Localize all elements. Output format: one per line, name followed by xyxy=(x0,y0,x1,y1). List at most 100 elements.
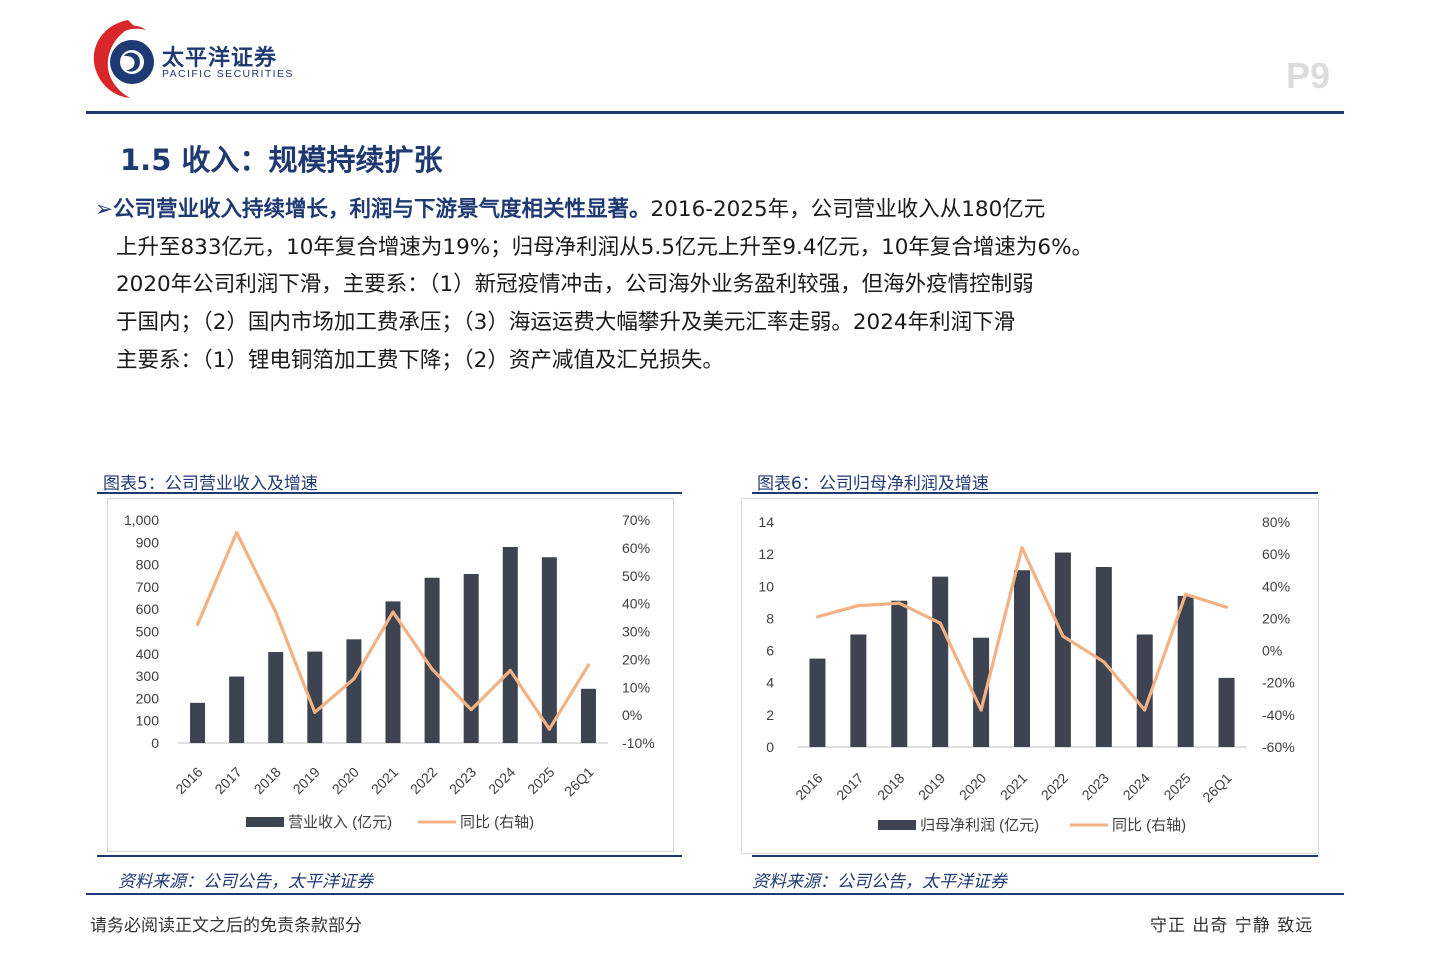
x-category-label: 2025 xyxy=(1160,770,1193,803)
figure-5-top-rule xyxy=(97,492,682,494)
growth-point xyxy=(391,610,395,614)
net-profit-chart: 0 2 4 6 8 10 12 14 -60% -40% -20% 0% 20% 40% 60% 80% 201… xyxy=(758,514,1295,834)
figure-6-title: 图表6：公司归母净利润及增速 xyxy=(757,474,989,494)
section-title: 1.5 收入：规模持续扩张 xyxy=(120,143,443,177)
growth-point xyxy=(274,610,278,614)
legend-bar-swatch xyxy=(246,817,284,827)
y-right-tick-label: 40% xyxy=(1262,578,1290,594)
revenue-chart: 0 100 200 300 400 500 600 700 800 900 1,000 -10% 0% 1… xyxy=(124,512,655,831)
bar xyxy=(424,577,440,743)
y-right-tick-label: 0% xyxy=(622,707,642,723)
bar xyxy=(850,634,867,747)
bar xyxy=(809,658,826,747)
paragraph-line-2: 上升至833亿元，10年复合增速为19%；归母净利润从5.5亿元上升至9.4亿元… xyxy=(116,234,1094,260)
bar xyxy=(463,573,479,743)
y-left-tick-label: 0 xyxy=(151,735,159,751)
growth-point xyxy=(195,622,200,627)
summary-paragraph: ➢公司营业收入持续增长，利润与下游景气度相关性显著。2016-2025年，公司营… xyxy=(95,191,1335,380)
x-category-label: 2019 xyxy=(290,764,323,797)
y-right-tick-label: 20% xyxy=(1262,610,1290,626)
bar xyxy=(1218,677,1235,747)
bar xyxy=(229,676,245,743)
y-left-tick-label: 12 xyxy=(758,546,774,562)
figure-5-bottom-rule xyxy=(97,855,682,857)
y-left-tick-label: 100 xyxy=(136,713,160,729)
y-right-tick-label: 60% xyxy=(1262,546,1290,562)
y-right-tick-label: 30% xyxy=(622,624,650,640)
legend-bar-label: 营业收入 (亿元) xyxy=(288,814,392,831)
figure-6-top-rule xyxy=(752,492,1318,494)
x-category-label: 2024 xyxy=(1120,770,1153,803)
y-right-tick-label: -10% xyxy=(622,735,655,751)
bar xyxy=(580,688,596,743)
y-left-tick-label: 1,000 xyxy=(124,512,159,528)
growth-point xyxy=(1224,605,1229,609)
paragraph-line-1: ➢公司营业收入持续增长，利润与下游景气度相关性显著。2016-2025年，公司营… xyxy=(95,191,1335,229)
y-left-tick-label: 200 xyxy=(136,690,160,706)
legend-bar-swatch xyxy=(878,820,916,830)
growth-point xyxy=(586,663,591,667)
figure-6-source: 资料来源：公司公告，太平洋证券 xyxy=(752,872,1007,892)
bar xyxy=(1014,570,1030,747)
x-category-label: 26Q1 xyxy=(561,764,597,800)
footer-divider xyxy=(86,893,1344,895)
growth-point xyxy=(815,615,820,619)
paragraph-line-4: 于国内；（2）国内市场加工费承压；（3）海运运费大幅攀升及美元汇率走弱。2024… xyxy=(116,310,1016,336)
growth-point xyxy=(897,601,901,605)
x-category-label: 2020 xyxy=(329,764,362,797)
x-category-label: 2023 xyxy=(1079,770,1112,803)
figure-6-bottom-rule xyxy=(752,855,1318,857)
company-motto: 守正 出奇 宁静 致远 xyxy=(1150,916,1314,936)
y-right-tick-label: 70% xyxy=(622,512,650,528)
bar xyxy=(190,702,206,743)
growth-point xyxy=(430,667,434,671)
y-right-tick-label: 20% xyxy=(622,651,650,667)
x-category-label: 2022 xyxy=(407,764,440,797)
bar xyxy=(932,576,949,747)
legend-line-label: 同比 (右轴) xyxy=(460,814,534,831)
growth-point xyxy=(547,727,551,731)
y-left-tick-label: 2 xyxy=(766,707,774,723)
logo-mark-icon xyxy=(93,20,154,98)
bar xyxy=(891,600,908,747)
y-left-tick-label: 600 xyxy=(136,601,160,617)
growth-point xyxy=(1184,592,1188,596)
growth-point xyxy=(1143,708,1147,712)
y-left-tick-label: 300 xyxy=(136,668,160,684)
growth-point xyxy=(469,707,473,712)
header-divider xyxy=(86,111,1344,114)
y-left-tick-label: 4 xyxy=(766,675,774,691)
legend-bar-label: 归母净利润 (亿元) xyxy=(920,817,1039,834)
bar xyxy=(502,546,518,743)
y-right-tick-label: -20% xyxy=(1262,675,1295,691)
x-category-label: 2017 xyxy=(833,770,866,803)
figure-5-chart-box: 0 100 200 300 400 500 600 700 800 900 1,000 -10% 0% 1… xyxy=(107,498,674,852)
growth-point xyxy=(235,530,239,535)
growth-point xyxy=(1102,660,1106,664)
y-right-tick-label: -40% xyxy=(1262,707,1295,723)
x-category-label: 2021 xyxy=(368,764,401,797)
y-left-tick-label: 400 xyxy=(136,646,160,662)
y-right-tick-label: 40% xyxy=(622,596,650,612)
bar xyxy=(1136,634,1153,747)
y-left-tick-label: 500 xyxy=(136,624,160,640)
y-right-tick-label: 60% xyxy=(622,540,650,556)
paragraph-line-5: 主要系：（1）锂电铜箔加工费下降；（2）资产减值及汇兑损失。 xyxy=(116,347,724,373)
paragraph-line-1-rest: 2016-2025年，公司营业收入从180亿元 xyxy=(650,197,1046,222)
growth-point xyxy=(856,603,860,608)
y-left-tick-label: 0 xyxy=(766,739,774,755)
bullet-icon: ➢ xyxy=(95,197,114,222)
bar xyxy=(1054,552,1071,747)
y-left-tick-label: 700 xyxy=(136,579,160,595)
figure-5-source: 资料来源：公司公告，太平洋证券 xyxy=(118,872,373,892)
y-left-tick-label: 10 xyxy=(758,578,774,594)
bar xyxy=(268,652,284,743)
paragraph-lead: 公司营业收入持续增长，利润与下游景气度相关性显著。 xyxy=(113,197,651,222)
growth-point xyxy=(938,621,942,625)
x-category-label: 2020 xyxy=(956,770,989,803)
x-category-label: 2016 xyxy=(172,764,205,797)
growth-point xyxy=(313,710,317,714)
x-category-label: 26Q1 xyxy=(1199,770,1235,806)
figure-5-title: 图表5：公司营业收入及增速 xyxy=(103,474,318,494)
bar xyxy=(1177,595,1194,747)
